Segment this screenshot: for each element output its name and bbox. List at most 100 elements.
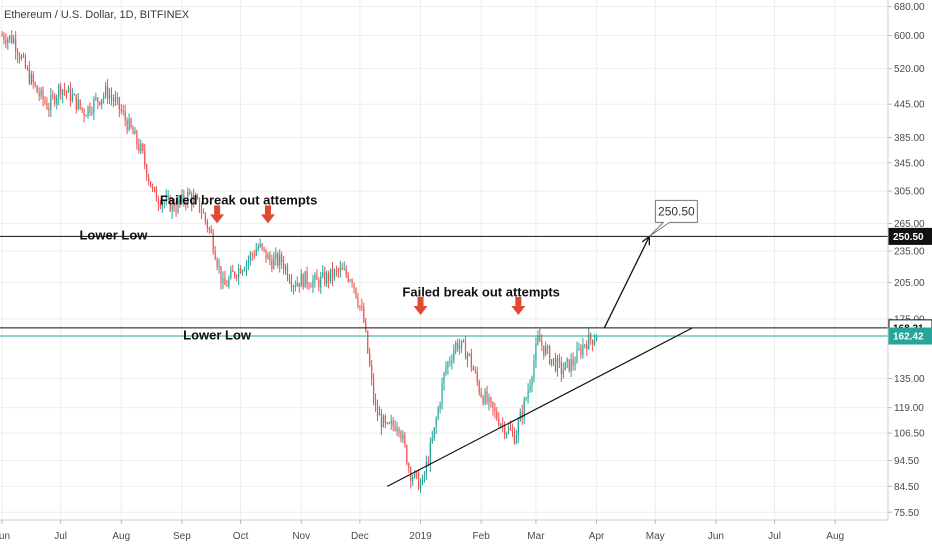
price-label: 250.50 — [893, 232, 924, 243]
candle — [376, 399, 379, 422]
candle — [116, 92, 118, 105]
candle — [159, 199, 161, 210]
candle — [196, 193, 199, 200]
candle — [253, 249, 255, 259]
candle — [556, 355, 559, 377]
candle — [505, 431, 508, 439]
candle — [60, 82, 62, 100]
drawing-lines[interactable] — [0, 235, 888, 487]
candle — [30, 70, 32, 86]
candle — [504, 421, 506, 440]
candle — [251, 251, 253, 261]
candle — [417, 469, 420, 491]
candle — [306, 266, 308, 290]
time-tick-label: Jun — [0, 531, 10, 542]
candle — [232, 264, 234, 273]
candle — [50, 88, 52, 118]
candle — [535, 337, 537, 369]
time-tick-label: Jul — [54, 531, 67, 542]
candle — [208, 226, 210, 234]
candle — [26, 65, 28, 72]
candle — [228, 275, 230, 289]
candle — [484, 388, 486, 405]
candle — [545, 341, 547, 357]
candle — [329, 268, 332, 284]
candle — [482, 394, 484, 406]
candle — [584, 344, 586, 349]
time-tick-label: Aug — [826, 531, 844, 542]
price-tick-label: 106.50 — [894, 429, 925, 440]
price-tick-label: 445.00 — [894, 100, 925, 111]
candle — [349, 279, 351, 283]
candle — [314, 272, 316, 288]
candle — [126, 117, 128, 134]
time-tick-label: 2019 — [409, 531, 432, 542]
candle — [187, 187, 189, 208]
candle — [275, 247, 277, 266]
candle — [294, 280, 296, 292]
price-tick-label: 94.50 — [894, 456, 919, 467]
time-tick-label: Aug — [112, 531, 130, 542]
candle — [345, 265, 347, 278]
candle — [410, 466, 412, 489]
time-axis[interactable]: Jun Jul Aug Sep Oct Nov Dec 2019 Feb Mar Apr May Jun… — [0, 519, 888, 542]
candle — [273, 251, 275, 270]
candle — [189, 188, 191, 196]
candle — [1, 30, 3, 37]
candle — [384, 414, 386, 429]
price-callout[interactable]: 250.50 — [648, 199, 698, 237]
candle — [5, 33, 7, 49]
candle — [558, 353, 561, 369]
candle — [24, 53, 27, 70]
candle — [347, 271, 349, 283]
candle — [455, 340, 457, 355]
candle — [566, 357, 568, 369]
candle — [326, 270, 328, 288]
price-tick-label: 600.00 — [894, 31, 925, 42]
candle — [263, 246, 265, 253]
candle — [374, 393, 377, 413]
candle — [185, 199, 187, 211]
candle — [3, 32, 5, 45]
candle — [335, 265, 338, 277]
candle — [32, 70, 34, 89]
candle — [478, 379, 480, 396]
candle — [38, 87, 40, 102]
candle — [181, 189, 183, 205]
candle — [58, 83, 60, 106]
candle — [61, 88, 64, 104]
candle — [163, 200, 165, 209]
candle — [492, 401, 494, 416]
annotation-text: Failed break out attempts — [160, 192, 317, 207]
time-tick-label: Oct — [233, 531, 249, 542]
candle — [46, 96, 48, 110]
price-axis[interactable]: 680.00 600.00 520.00 445.00 385.00 345.00 305.… — [887, 0, 932, 520]
candle — [284, 263, 287, 275]
annotation-text: Failed break out attempts — [402, 284, 559, 299]
candle — [361, 298, 363, 312]
candle — [194, 192, 197, 198]
candle — [394, 419, 396, 432]
price-tick-label: 205.00 — [894, 278, 925, 289]
candle — [388, 421, 390, 425]
candle — [472, 365, 474, 371]
candle — [525, 396, 527, 402]
candle — [324, 266, 326, 287]
candle — [523, 396, 525, 425]
candle — [73, 93, 75, 96]
candle — [341, 262, 343, 270]
candle — [79, 99, 81, 110]
candle — [498, 412, 500, 428]
time-tick-label: Mar — [527, 531, 545, 542]
time-tick-label: Feb — [473, 531, 491, 542]
candle — [300, 269, 302, 287]
candle — [224, 270, 226, 286]
candle — [216, 257, 218, 271]
candle — [421, 474, 424, 486]
candle — [218, 258, 220, 274]
candle — [412, 474, 414, 487]
down-arrow-icon — [210, 205, 225, 224]
candle — [431, 430, 433, 444]
